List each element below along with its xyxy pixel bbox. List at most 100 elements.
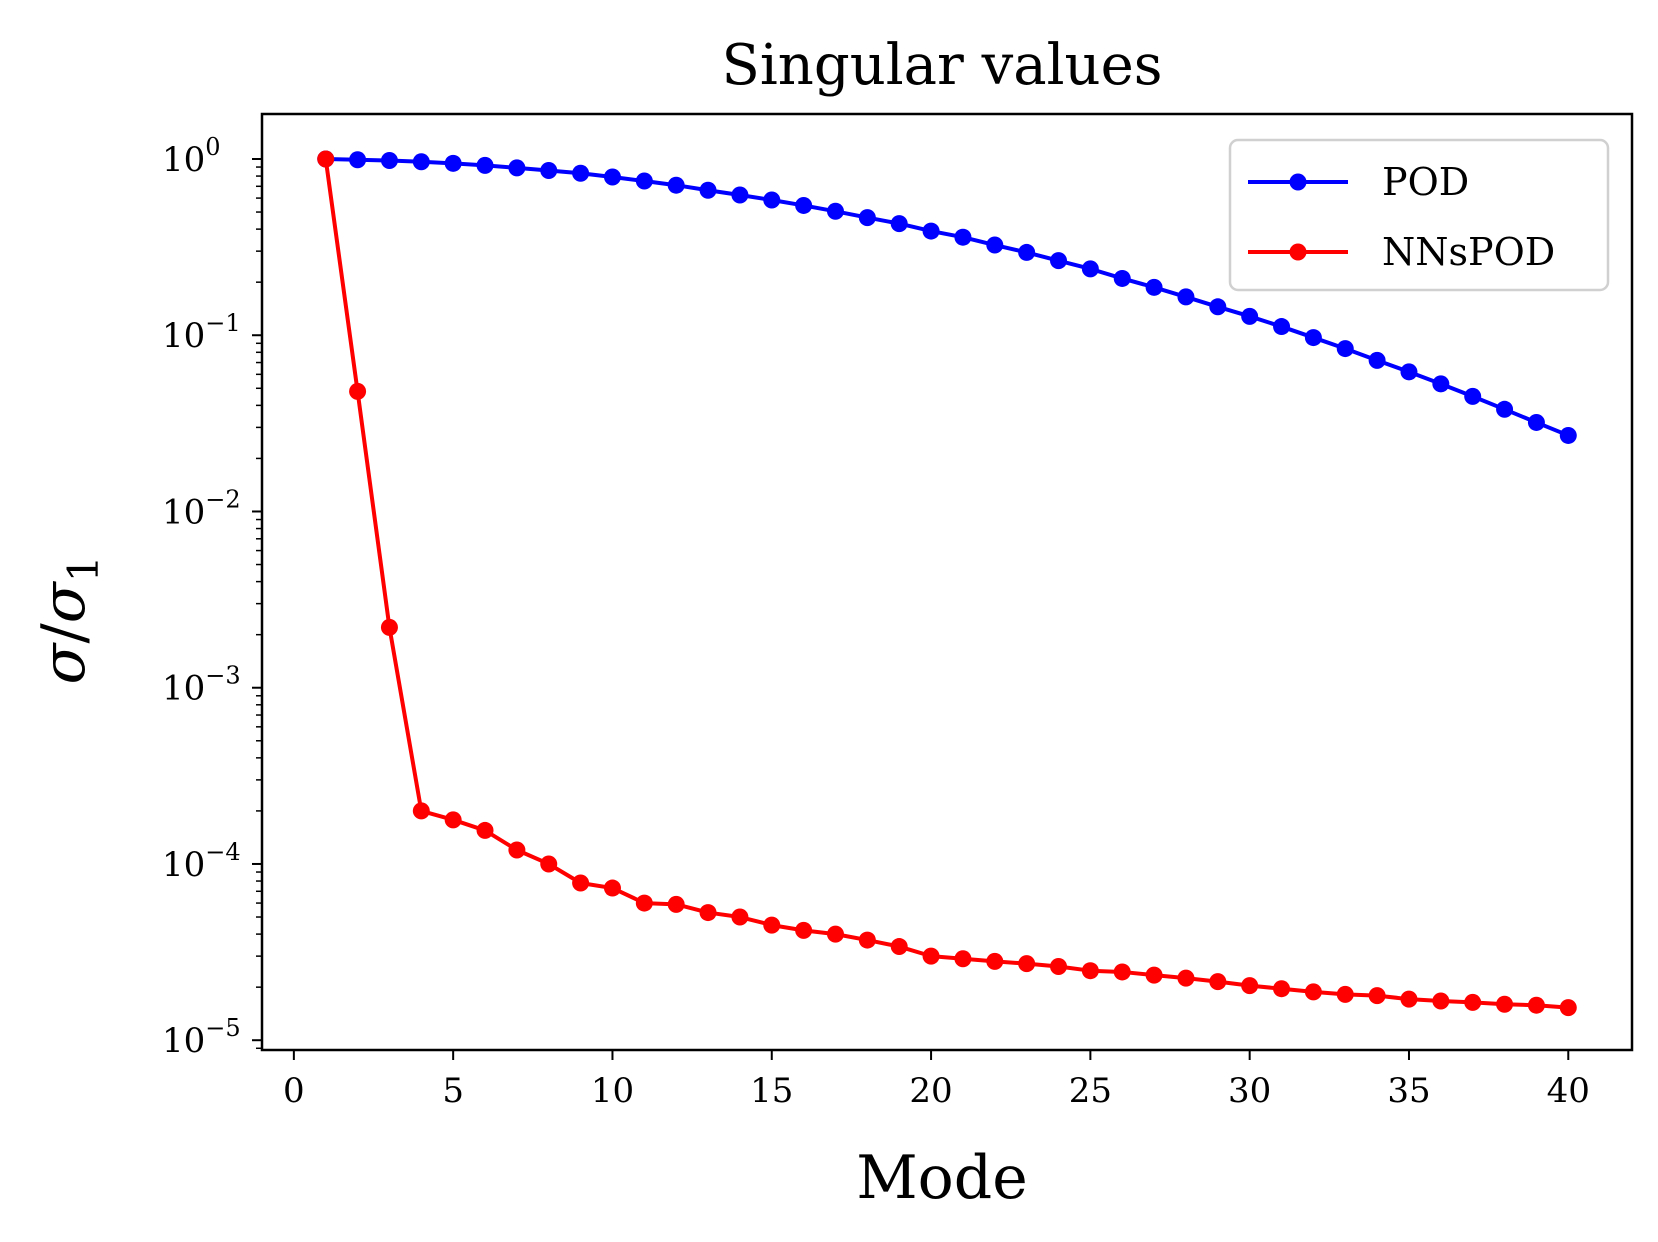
data-point-nnspod <box>476 821 494 839</box>
legend-marker-pod <box>1289 173 1307 191</box>
data-point-pod <box>890 215 908 233</box>
data-point-pod <box>1145 278 1163 296</box>
data-point-nnspod <box>380 618 398 636</box>
data-point-pod <box>986 236 1004 254</box>
data-point-pod <box>922 222 940 240</box>
x-tick-label: 20 <box>909 1071 952 1111</box>
legend: POD NNsPOD <box>1228 138 1610 292</box>
series-layer <box>317 150 1577 1017</box>
legend-label-nnspod: NNsPOD <box>1382 230 1555 274</box>
y-tick-label: 100 <box>162 133 221 180</box>
data-point-pod <box>412 153 430 171</box>
data-point-pod <box>954 228 972 246</box>
data-point-nnspod <box>412 802 430 820</box>
data-point-nnspod <box>986 952 1004 970</box>
data-point-pod <box>1336 340 1354 358</box>
legend-marker-nnspod <box>1289 243 1307 261</box>
data-point-nnspod <box>1400 990 1418 1008</box>
data-point-nnspod <box>508 841 526 859</box>
data-point-pod <box>572 164 590 182</box>
data-point-pod <box>763 191 781 209</box>
data-point-pod <box>476 156 494 174</box>
data-point-nnspod <box>1050 957 1068 975</box>
x-tick-label: 40 <box>1547 1071 1590 1111</box>
data-point-nnspod <box>795 921 813 939</box>
data-point-nnspod <box>667 895 685 913</box>
data-point-pod <box>1496 400 1514 418</box>
y-axis-label: σ/σ1 <box>29 556 108 685</box>
data-point-pod <box>1241 307 1259 325</box>
data-point-pod <box>1432 375 1450 393</box>
data-point-nnspod <box>1177 969 1195 987</box>
data-point-pod <box>508 159 526 177</box>
data-point-nnspod <box>858 931 876 949</box>
x-tick-label: 35 <box>1387 1071 1430 1111</box>
data-point-pod <box>1559 426 1577 444</box>
data-point-pod <box>444 154 462 172</box>
data-point-pod <box>826 202 844 220</box>
x-tick-label: 5 <box>442 1071 464 1111</box>
data-point-nnspod <box>1273 980 1291 998</box>
data-point-pod <box>1113 269 1131 287</box>
data-point-pod <box>699 181 717 199</box>
y-axis-label-sigma: σ <box>29 641 99 684</box>
data-point-pod <box>667 176 685 194</box>
series-line-pod <box>325 156 1570 438</box>
data-point-pod <box>1209 298 1227 316</box>
x-tick-label: 15 <box>750 1071 793 1111</box>
data-point-pod <box>1177 288 1195 306</box>
data-point-nnspod <box>731 908 749 926</box>
data-point-nnspod <box>922 947 940 965</box>
data-point-nnspod <box>1559 999 1577 1017</box>
legend-label-pod: POD <box>1382 160 1469 204</box>
x-tick-label: 0 <box>283 1071 305 1111</box>
tick-layer: 0 5 10 15 20 25 30 35 40 100 10−1 10−2 10−3 10−4 10−5 <box>162 133 1590 1111</box>
data-point-nnspod <box>1209 973 1227 991</box>
x-axis-label: Mode <box>856 1143 1027 1213</box>
data-point-pod <box>731 186 749 204</box>
x-tick-label: 25 <box>1069 1071 1112 1111</box>
data-point-nnspod <box>1018 955 1036 973</box>
data-point-nnspod <box>1113 963 1131 981</box>
data-point-pod <box>1527 413 1545 431</box>
data-point-nnspod <box>1496 995 1514 1013</box>
y-axis-label-subscript: 1 <box>59 556 108 583</box>
data-point-nnspod <box>540 855 558 873</box>
y-tick-label: 10−1 <box>162 309 241 356</box>
data-point-pod <box>349 151 367 169</box>
data-point-pod <box>1050 252 1068 270</box>
series-nnspod <box>317 150 1577 1017</box>
data-point-pod <box>795 196 813 214</box>
data-point-nnspod <box>1432 992 1450 1010</box>
data-point-pod <box>1273 318 1291 336</box>
data-point-pod <box>540 162 558 180</box>
data-point-pod <box>635 172 653 190</box>
data-point-pod <box>1400 363 1418 381</box>
data-point-nnspod <box>444 811 462 829</box>
data-point-nnspod <box>603 879 621 897</box>
data-point-pod <box>1018 243 1036 261</box>
x-tick-label: 10 <box>591 1071 634 1111</box>
chart-title: Singular values <box>722 33 1163 98</box>
data-point-pod <box>603 168 621 186</box>
data-point-nnspod <box>635 894 653 912</box>
data-point-pod <box>1464 387 1482 405</box>
data-point-nnspod <box>1304 983 1322 1001</box>
data-point-nnspod <box>763 916 781 934</box>
data-point-nnspod <box>1464 993 1482 1011</box>
svg-text:σ/σ1: σ/σ1 <box>29 556 108 685</box>
data-point-pod <box>1368 351 1386 369</box>
y-tick-label: 10−3 <box>162 662 241 709</box>
data-point-nnspod <box>1241 977 1259 995</box>
data-point-nnspod <box>1145 966 1163 984</box>
data-point-nnspod <box>826 925 844 943</box>
data-point-nnspod <box>1527 996 1545 1014</box>
data-point-nnspod <box>317 150 335 168</box>
data-point-pod <box>380 152 398 170</box>
data-point-pod <box>1304 329 1322 347</box>
y-tick-label: 10−5 <box>162 1014 241 1061</box>
series-line-nnspod <box>323 158 1569 1010</box>
data-point-nnspod <box>572 874 590 892</box>
data-point-nnspod <box>954 950 972 968</box>
